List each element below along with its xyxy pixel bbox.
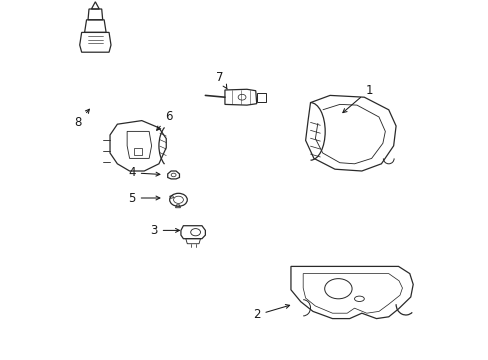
- Text: 4: 4: [128, 166, 160, 179]
- Text: 6: 6: [156, 111, 172, 130]
- Text: 8: 8: [74, 109, 89, 129]
- Text: 3: 3: [150, 224, 179, 237]
- Text: 1: 1: [342, 84, 372, 113]
- Text: 2: 2: [252, 305, 289, 321]
- Text: 7: 7: [216, 71, 227, 89]
- Text: 5: 5: [128, 192, 160, 204]
